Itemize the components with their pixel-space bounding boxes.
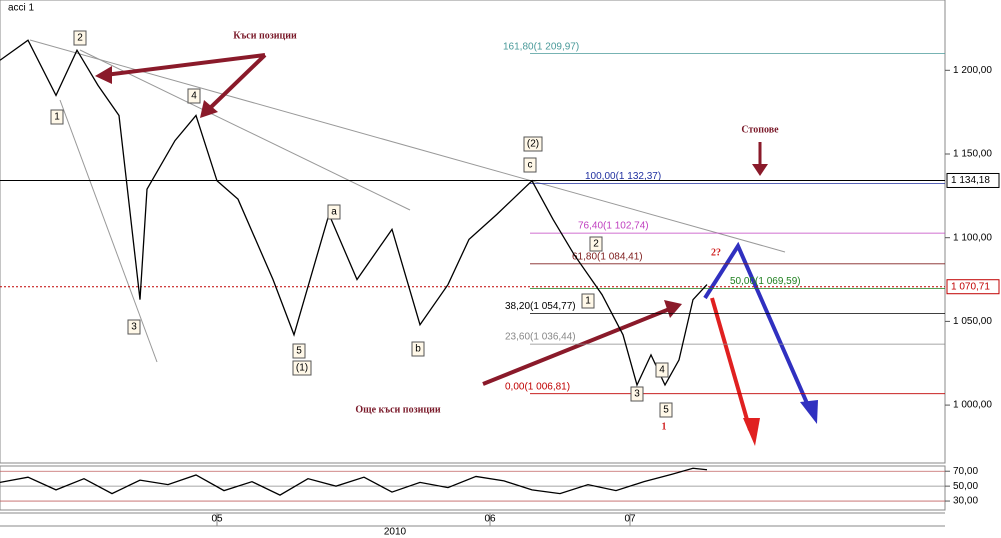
wave-box [127,319,141,335]
wave-label: 5 [296,346,302,357]
wave-label: 2 [593,239,599,250]
wave-box [659,402,673,418]
x-tick-label: 07 [624,514,636,525]
wave-box [581,293,595,309]
price-marker-box [946,279,1000,295]
wave-label: 1 [662,421,667,432]
y-tick-label: 70,00 [953,466,978,477]
wave-box [73,30,87,46]
wave-box [50,109,64,125]
fib-label: 38,20(1 054,77) [505,301,576,312]
y-tick-label: 1 150,00 [953,149,992,160]
wave-label: 4 [659,365,665,376]
wave-label: 1 [585,296,591,307]
y-tick-label: 30,00 [953,496,978,507]
x-tick-label: 06 [484,514,496,525]
annotation: Още къси позиции [355,404,441,415]
price-line [0,39,708,387]
price-marker-label: 1 134,18 [951,175,990,186]
arrows [95,53,818,446]
oscillator-panel [0,465,946,511]
y-tick-label: 1 200,00 [953,65,992,76]
annotation: Къси позиции [233,30,297,41]
fib-label: 100,00(1 132,37) [585,171,661,182]
wave-box [523,136,543,152]
fib-label: 61,80(1 084,41) [572,251,643,262]
wave-label: a [331,207,337,218]
wave-label: 2 [77,33,83,44]
wave-label: 3 [634,389,640,400]
price-marker-label: 1 070,71 [951,281,990,292]
wave-box [292,343,306,359]
wave-label: 5 [663,405,669,416]
wave-label: c [528,160,533,171]
wave-label: 1 [54,112,60,123]
price-panel [0,0,946,464]
wave-label: 3 [131,322,137,333]
fib-label: 50,00(1 069,59) [730,276,801,287]
wave-box [630,386,644,402]
y-tick-label: 50,00 [953,481,978,492]
wave-label: (1) [296,363,308,374]
wave-box [655,362,669,378]
x-axis-label: 2010 [384,527,407,538]
wave-box [187,88,201,104]
price-line [0,467,708,496]
wave-label: (2) [527,139,539,150]
fib-label: 161,80(1 209,97) [503,41,579,52]
wave-box [589,236,603,252]
indicator-name: acci 1 [8,3,35,14]
x-tick-label: 05 [211,514,223,525]
y-tick-label: 1 050,00 [953,316,992,327]
wave-label: 4 [191,91,197,102]
annotation: Стопове [741,124,779,135]
wave-box [292,360,312,376]
price-marker-box [946,172,1000,188]
fib-label: 0,00(1 006,81) [505,381,570,392]
wave-box [327,204,341,220]
fib-label: 76,40(1 102,74) [578,221,649,232]
wave-box [411,341,425,357]
wave-label: 2? [711,247,721,258]
trend-lines [29,39,786,363]
y-tick-label: 1 100,00 [953,232,992,243]
fib-label: 23,60(1 036,44) [505,332,576,343]
wave-label: b [415,344,421,355]
wave-box [523,157,537,173]
y-tick-label: 1 000,00 [953,400,992,411]
